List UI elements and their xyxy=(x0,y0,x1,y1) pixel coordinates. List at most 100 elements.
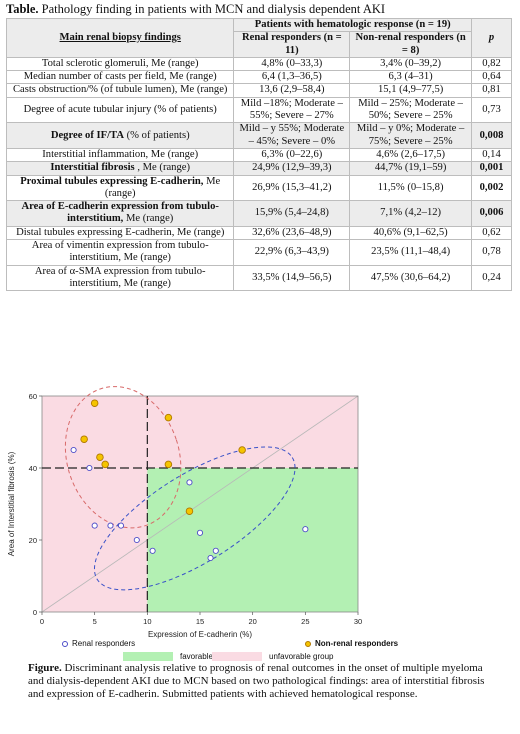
row-p: 0,006 xyxy=(471,200,512,227)
row-renal: 6,4 (1,3–36,5) xyxy=(233,70,351,85)
row-renal: 6,3% (0–22,6) xyxy=(233,147,351,163)
header-main: Main renal biopsy findings xyxy=(5,18,235,58)
nonrenal-responder-point xyxy=(101,460,109,469)
x-tick-label: 0 xyxy=(40,617,44,626)
row-p: 0,64 xyxy=(471,70,512,85)
x-tick-label: 15 xyxy=(196,617,204,626)
row-nonrenal: 11,5% (0–15,8) xyxy=(349,174,472,202)
row-renal: 4,8% (0–33,3) xyxy=(233,56,351,72)
row-label: Area of α-SMA expression from tubulo-int… xyxy=(5,264,235,292)
row-p: 0,82 xyxy=(471,56,512,72)
row-renal: 13,6 (2,9–58,4) xyxy=(233,83,351,98)
y-tick-label: 60 xyxy=(29,392,37,401)
row-renal: Mild –18%; Moderate – 55%; Severe – 27% xyxy=(233,96,351,124)
y-tick-label: 20 xyxy=(29,536,37,545)
table-row: Area of vimentin expression from tubulo-… xyxy=(5,239,512,266)
table-row: Area of E-cadherin expression from tubul… xyxy=(5,200,512,227)
x-tick-label: 5 xyxy=(93,617,97,626)
row-nonrenal: 40,6% (9,1–62,5) xyxy=(349,225,472,241)
renal-responder-point xyxy=(107,522,114,529)
figure-caption-text: Discriminant analysis relative to progno… xyxy=(28,662,485,701)
header-nonrenal: Non-renal responders (n = 8) xyxy=(349,31,472,58)
legend-nonrenal-marker xyxy=(305,641,311,647)
nonrenal-responder-point xyxy=(164,460,173,469)
table-row: Total sclerotic glomeruli, Me (range) 4,8… xyxy=(5,56,512,72)
row-label: Interstitial inflammation, Me (range) xyxy=(5,147,235,163)
table-row: Interstitial fibrosis , Me (range) 24,9% … xyxy=(5,161,512,176)
legend-renal-marker xyxy=(62,641,68,647)
legend-renal-label: Renal responders xyxy=(72,639,136,648)
legend: Renal responders Non-renal responders fa… xyxy=(62,639,502,665)
nonrenal-confidence-ellipse xyxy=(64,386,182,529)
renal-responder-point xyxy=(86,464,93,472)
row-p: 0,14 xyxy=(471,147,512,163)
row-nonrenal: 44,7% (19,1–59) xyxy=(349,161,472,176)
x-tick-label: 25 xyxy=(301,617,309,626)
table-row: Degree of IF/TA (% of patients) Mild – y … xyxy=(5,122,512,149)
x-axis-label: Expression of E-cadherin (%) xyxy=(148,630,252,639)
nonrenal-responder-point xyxy=(96,453,104,461)
diagonal-reference-line xyxy=(41,395,359,613)
row-renal: 22,9% (6,3–43,9) xyxy=(233,239,351,266)
row-nonrenal: 15,1 (4,9–77,5) xyxy=(349,83,472,98)
legend-favorable-swatch xyxy=(123,652,173,661)
renal-responder-point xyxy=(133,536,140,544)
renal-responder-point xyxy=(302,526,309,533)
renal-responder-point xyxy=(91,522,98,529)
row-renal: 26,9% (15,3–41,2) xyxy=(233,174,351,202)
renal-responder-point xyxy=(149,547,156,554)
nonrenal-responder-point xyxy=(164,413,173,422)
table-row: Casts obstruction/% (of tubule lumen), M… xyxy=(5,83,512,98)
nonrenal-responder-point xyxy=(80,435,88,443)
row-label: Area of vimentin expression from tubulo-… xyxy=(5,239,235,266)
row-nonrenal: 6,3 (4–31) xyxy=(349,70,472,85)
table-row: Degree of acute tubular injury (% of pat… xyxy=(5,96,512,124)
row-renal: 24,9% (12,9–39,3) xyxy=(233,161,351,176)
row-renal: 33,5% (14,9–56,5) xyxy=(233,264,351,292)
row-label: Casts obstruction/% (of tubule lumen), M… xyxy=(5,83,235,98)
row-nonrenal: Mild – 25%; Moderate – 50%; Severe – 25% xyxy=(349,96,472,124)
row-p: 0,002 xyxy=(471,174,512,202)
nonrenal-responder-point xyxy=(238,446,246,454)
renal-responder-point xyxy=(117,522,125,529)
x-tick-label: 20 xyxy=(248,617,256,626)
row-renal: 32,6% (23,6–48,9) xyxy=(233,225,351,241)
x-tick-label: 10 xyxy=(143,617,151,626)
x-tick-label: 30 xyxy=(354,617,362,626)
row-p: 0,24 xyxy=(471,264,512,292)
row-label: Degree of IF/TA (% of patients) xyxy=(5,122,235,149)
row-label: Interstitial fibrosis , Me (range) xyxy=(5,161,235,176)
renal-confidence-ellipse xyxy=(93,446,296,591)
row-label: Proximal tubules expressing E-cadherin, … xyxy=(5,174,235,202)
renal-responder-point xyxy=(196,529,204,536)
row-nonrenal: 4,6% (2,6–17,5) xyxy=(349,147,472,163)
row-renal: Mild – y 55%; Moderate – 45%; Severe – 0… xyxy=(233,122,351,149)
table-row: Area of α-SMA expression from tubulo-int… xyxy=(5,264,512,292)
renal-responder-point xyxy=(207,554,214,562)
row-nonrenal: Mild – y 0%; Moderate – 75%; Severe – 25… xyxy=(349,122,472,149)
pathology-table: Main renal biopsy findings Patients with… xyxy=(5,17,512,292)
row-label: Distal tubules expressing E-cadherin, Me… xyxy=(5,225,235,241)
renal-responder-point xyxy=(186,479,193,486)
row-nonrenal: 7,1% (4,2–12) xyxy=(349,200,472,227)
table-row: Distal tubules expressing E-cadherin, Me… xyxy=(5,225,512,241)
row-p: 0,73 xyxy=(471,96,512,124)
figure-caption: Figure. Discriminant analysis relative t… xyxy=(28,662,498,702)
table-label: Table. xyxy=(6,2,39,16)
y-tick-label: 40 xyxy=(29,464,37,473)
renal-responder-point xyxy=(70,446,77,454)
nonrenal-responder-point xyxy=(90,399,99,407)
row-p: 0,62 xyxy=(471,225,512,241)
row-p: 0,001 xyxy=(471,161,512,176)
row-nonrenal: 3,4% (0–39,2) xyxy=(349,56,472,72)
row-nonrenal: 23,5% (11,1–48,4) xyxy=(349,239,472,266)
legend-unfavorable-label: unfavorable group xyxy=(269,652,334,661)
row-p: 0,008 xyxy=(471,122,512,149)
header-renal: Renal responders (n = 11) xyxy=(233,31,351,58)
table-row: Median number of casts per field, Me (ra… xyxy=(5,70,512,85)
row-label: Area of E-cadherin expression from tubul… xyxy=(5,200,235,227)
row-nonrenal: 47,5% (30,6–64,2) xyxy=(349,264,472,292)
row-p: 0,81 xyxy=(471,83,512,98)
legend-favorable-label: favorable group xyxy=(180,652,236,661)
table-row: Interstitial inflammation, Me (range) 6,3… xyxy=(5,147,512,163)
